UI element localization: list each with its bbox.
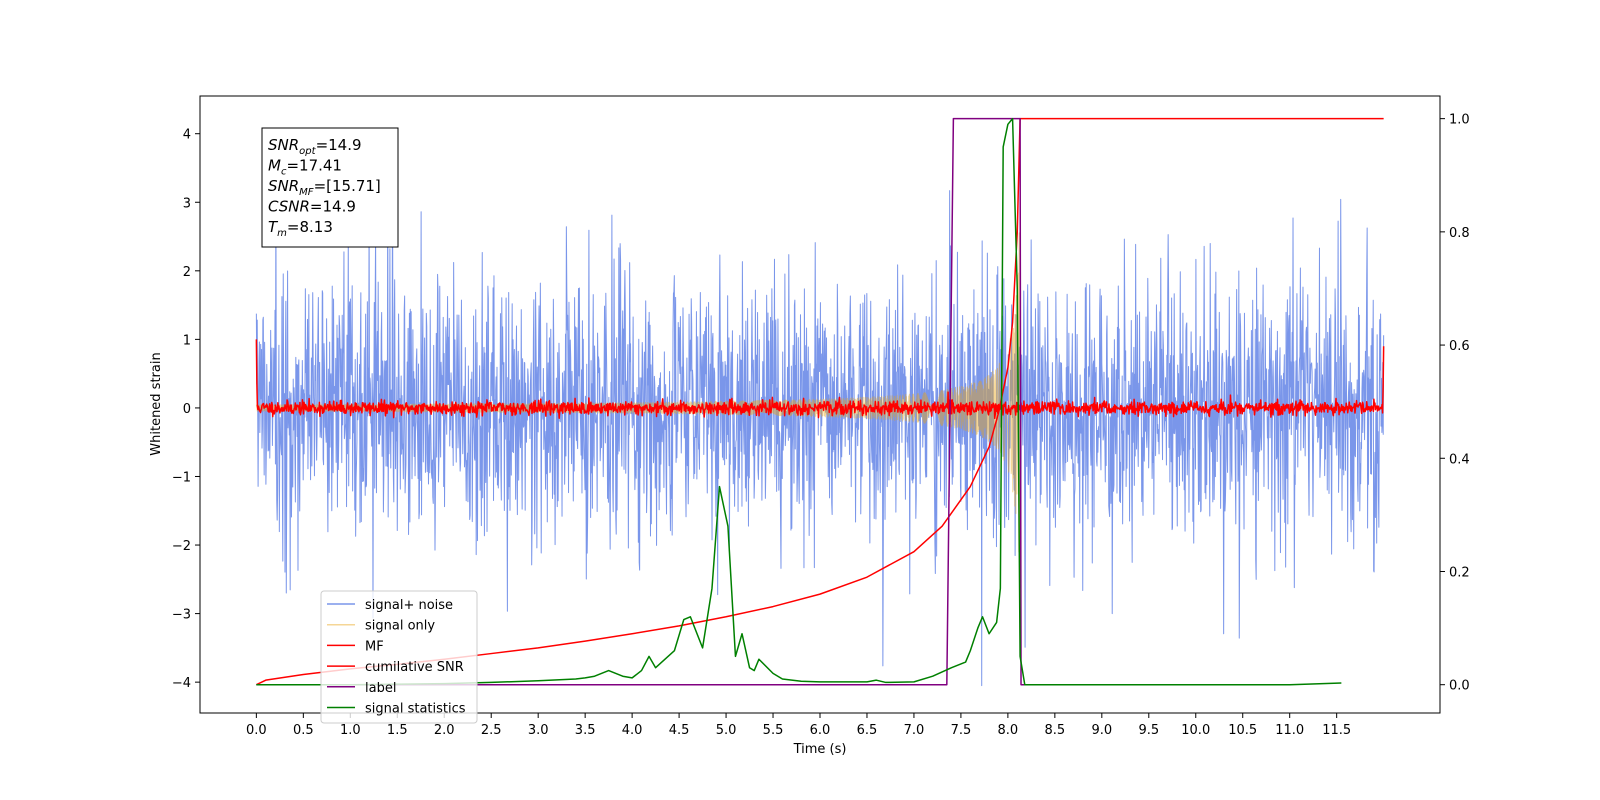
y-left-tick-label: −4 — [172, 676, 191, 691]
y-axis-label: Whitened strain — [149, 352, 164, 455]
legend-label-mf: MF — [365, 639, 384, 654]
legend-label-label: label — [365, 681, 396, 696]
x-tick-label: 2.0 — [434, 723, 455, 738]
y-right-tick-label: 0.2 — [1449, 565, 1470, 580]
x-tick-label: 8.0 — [998, 723, 1019, 738]
x-tick-label: 0.0 — [246, 723, 267, 738]
x-tick-label: 11.5 — [1322, 723, 1351, 738]
x-tick-label: 6.0 — [810, 723, 831, 738]
y-left-tick-label: 0 — [183, 402, 191, 417]
x-tick-label: 4.5 — [669, 723, 690, 738]
x-tick-label: 1.0 — [340, 723, 361, 738]
x-tick-label: 1.5 — [387, 723, 408, 738]
annotation-line: SNRopt=14.9 — [268, 136, 362, 157]
y-left-tick-label: −3 — [172, 608, 191, 623]
x-tick-label: 7.0 — [904, 723, 925, 738]
y-right-tick-label: 1.0 — [1449, 113, 1470, 128]
signal-noise-line — [255, 133, 1385, 687]
x-tick-label: 9.5 — [1138, 723, 1159, 738]
x-tick-label: 6.5 — [857, 723, 878, 738]
legend-label-cumilative-snr: cumilative SNR — [365, 660, 464, 675]
x-tick-label: 9.0 — [1091, 723, 1112, 738]
x-tick-label: 5.0 — [716, 723, 737, 738]
annotation-line: CSNR=14.9 — [268, 198, 356, 216]
metrics-annotation-box: SNRopt=14.9Mc=17.41SNRMF=[15.71]CSNR=14.… — [261, 127, 399, 248]
y-right-tick-label: 0.4 — [1449, 452, 1470, 467]
y-right-tick-label: 0.6 — [1449, 339, 1470, 354]
y-right-tick-label: 0.8 — [1449, 226, 1470, 241]
y-right-tick-label: 0.0 — [1449, 679, 1470, 694]
legend-label-signal-statistics: signal statistics — [365, 702, 466, 717]
y-left-tick-label: −1 — [172, 470, 191, 485]
x-tick-label: 7.5 — [951, 723, 972, 738]
x-tick-label: 10.5 — [1228, 723, 1257, 738]
x-tick-label: 0.5 — [293, 723, 314, 738]
y-left-tick-label: 4 — [183, 128, 191, 143]
y-axis-right: 1.0 0.8 0.6 0.4 0.2 0.0 — [1440, 113, 1470, 694]
legend-frame — [320, 590, 478, 724]
y-axis-left: 4 3 2 1 0 −1 −2 −3 −4 — [172, 128, 200, 691]
annotation-line: SNRMF=[15.71] — [268, 177, 381, 198]
y-left-tick-label: 3 — [183, 196, 191, 211]
x-tick-label: 5.5 — [763, 723, 784, 738]
mf-line — [255, 339, 1385, 420]
annotation-line: Tm=8.13 — [268, 218, 333, 239]
x-axis: 0.0 0.5 1.0 1.5 2.0 2.5 3.0 3.5 4.0 4.5 5.0 5.5 6.0 6… — [246, 713, 1351, 738]
signal-statistics-line — [256, 117, 1342, 686]
x-tick-label: 3.5 — [575, 723, 596, 738]
x-tick-label: 8.5 — [1045, 723, 1066, 738]
legend-label-signal-noise: signal+ noise — [365, 598, 453, 613]
x-tick-label: 4.0 — [622, 723, 643, 738]
legend: signal+ noise signal only MF cumilative SNR… — [320, 590, 478, 724]
annotation-line: Mc=17.41 — [268, 157, 342, 178]
legend-label-signal-only: signal only — [365, 619, 435, 634]
x-tick-label: 3.0 — [528, 723, 549, 738]
x-axis-label: Time (s) — [793, 742, 847, 757]
annotation-frame — [261, 127, 399, 248]
y-left-tick-label: −2 — [172, 539, 191, 554]
y-left-tick-label: 1 — [183, 333, 191, 348]
x-tick-label: 2.5 — [481, 723, 502, 738]
x-tick-label: 11.0 — [1275, 723, 1304, 738]
x-tick-label: 10.0 — [1181, 723, 1210, 738]
y-left-tick-label: 2 — [183, 265, 191, 280]
